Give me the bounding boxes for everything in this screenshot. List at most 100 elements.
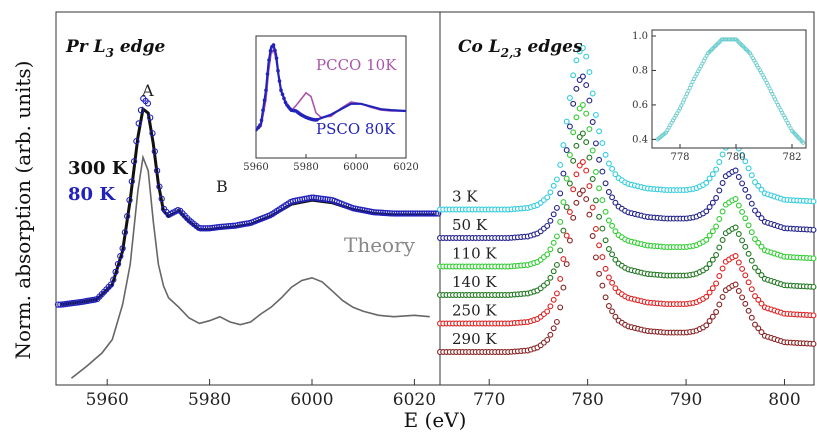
co-series-point bbox=[592, 197, 599, 204]
pr-inset-point bbox=[267, 58, 271, 62]
co-series-point bbox=[758, 215, 765, 222]
co-x-tick-label: 790 bbox=[670, 390, 702, 410]
pr-inset-ticks: 5960 5980 6000 6020 bbox=[243, 154, 419, 173]
co-series-point bbox=[755, 239, 762, 246]
series-80k-point bbox=[133, 138, 140, 145]
pr-inset-tick-label: 6020 bbox=[393, 162, 418, 173]
co-series-point bbox=[596, 270, 603, 277]
pr-x-tick-label: 6020 bbox=[393, 390, 436, 410]
co-series-point bbox=[560, 284, 567, 291]
pr-inset-point bbox=[277, 79, 282, 83]
co-series-point bbox=[599, 282, 606, 289]
series-80k-point bbox=[414, 210, 421, 217]
series-80k-point bbox=[128, 178, 135, 185]
series-80k-point bbox=[110, 276, 117, 283]
co-series-group bbox=[437, 45, 817, 355]
series-80k-point bbox=[158, 195, 165, 202]
co-series-point bbox=[716, 244, 723, 251]
co-series-point bbox=[605, 303, 612, 309]
co-series-point bbox=[602, 151, 609, 158]
co-series-point bbox=[732, 281, 739, 288]
co-temperature-labels: 3 K 50 K 110 K 140 K 250 K 290 K bbox=[452, 188, 497, 349]
co-series-point bbox=[713, 223, 720, 230]
co-series-point bbox=[544, 251, 551, 258]
co-series-point bbox=[703, 179, 710, 186]
co-inset-frame bbox=[651, 29, 807, 149]
co-series-point bbox=[586, 211, 593, 218]
co-inset-series bbox=[655, 37, 806, 145]
co-series-point bbox=[589, 176, 596, 182]
peak-b-label: B bbox=[216, 177, 228, 196]
co-panel-title: Co L2,3 edges bbox=[458, 37, 583, 60]
co-series-point bbox=[810, 198, 817, 205]
co-series-point bbox=[544, 222, 551, 229]
co-series-point bbox=[602, 265, 609, 272]
co-series-point bbox=[758, 243, 765, 250]
series-80k-point bbox=[412, 210, 419, 217]
co-series-point bbox=[706, 232, 713, 239]
co-series-point bbox=[557, 304, 564, 311]
series-80k-point bbox=[135, 120, 142, 127]
series-80k-point bbox=[107, 281, 115, 288]
co-series-point bbox=[735, 174, 742, 180]
series-80k-point bbox=[421, 210, 428, 217]
co-series-point bbox=[748, 314, 755, 321]
co-series-point bbox=[563, 118, 570, 125]
co-series-point bbox=[576, 48, 583, 55]
co-series-point bbox=[612, 285, 619, 292]
inset-pcco-label: PCCO 10K bbox=[316, 56, 397, 74]
co-series-point bbox=[576, 134, 583, 140]
co-series-point bbox=[745, 250, 752, 257]
pr-inset-point bbox=[282, 96, 286, 101]
co-series-point bbox=[732, 167, 739, 174]
pr-inset-tick-label: 5960 bbox=[243, 162, 268, 173]
co-series-point bbox=[560, 170, 567, 177]
x-axis-label: E (eV) bbox=[404, 408, 467, 432]
series-80k-point bbox=[388, 210, 396, 217]
co-series-point bbox=[810, 312, 817, 319]
series-80k-point bbox=[372, 209, 380, 216]
theory-label: Theory bbox=[344, 233, 416, 257]
series-80k-point bbox=[57, 301, 64, 308]
series-80k-point bbox=[213, 224, 221, 231]
co-series-point bbox=[547, 246, 554, 253]
co-series-point bbox=[732, 253, 739, 259]
series-80k-point bbox=[407, 210, 414, 217]
co-series-point bbox=[732, 224, 739, 231]
series-80k-point bbox=[395, 210, 403, 217]
co-x-ticks: 770 780 790 800 bbox=[473, 379, 801, 410]
co-inset-point bbox=[731, 37, 736, 42]
co-series-point bbox=[755, 182, 762, 189]
co-series-point bbox=[719, 294, 726, 300]
series-80k-point bbox=[153, 167, 161, 174]
co-x-tick-label: 780 bbox=[571, 390, 603, 410]
co-series-point bbox=[752, 321, 758, 328]
pr-inset-tick-label: 5980 bbox=[293, 162, 318, 173]
co-series-point bbox=[599, 197, 606, 204]
co-series-point bbox=[563, 147, 570, 154]
co-series-point bbox=[553, 318, 560, 325]
co-series-point bbox=[605, 189, 612, 195]
co-series-point bbox=[592, 168, 599, 175]
co-series-point bbox=[586, 126, 593, 133]
co-series-point bbox=[573, 57, 580, 64]
co-series-point bbox=[745, 193, 752, 200]
co-series-point bbox=[596, 156, 603, 163]
pr-inset-frame bbox=[255, 35, 407, 159]
co-series-point bbox=[748, 257, 755, 264]
co-series-point bbox=[547, 331, 554, 338]
co-series-point bbox=[550, 239, 557, 246]
co-series-point bbox=[550, 268, 557, 275]
co-series-point bbox=[602, 237, 609, 244]
pr-inset-point bbox=[280, 92, 285, 97]
co-series-point bbox=[553, 261, 560, 268]
co-series-point bbox=[709, 228, 716, 235]
co-series-point bbox=[612, 199, 619, 206]
pr-inset-point bbox=[271, 43, 276, 47]
temperature-label: 140 K bbox=[452, 273, 497, 291]
series-80k-point bbox=[204, 225, 211, 232]
series-80k-point bbox=[402, 210, 410, 217]
co-series-point bbox=[719, 151, 726, 158]
co-series-point bbox=[576, 77, 583, 83]
co-series-point bbox=[573, 114, 580, 121]
